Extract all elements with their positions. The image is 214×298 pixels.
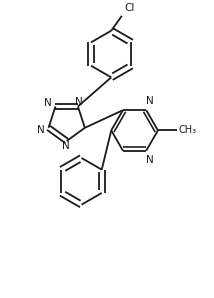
- Text: N: N: [37, 125, 45, 135]
- Text: N: N: [75, 97, 83, 107]
- Text: N: N: [62, 141, 70, 151]
- Text: CH₃: CH₃: [178, 125, 196, 135]
- Text: Cl: Cl: [124, 3, 134, 13]
- Text: N: N: [146, 155, 153, 165]
- Text: N: N: [146, 96, 153, 106]
- Text: N: N: [44, 98, 52, 108]
